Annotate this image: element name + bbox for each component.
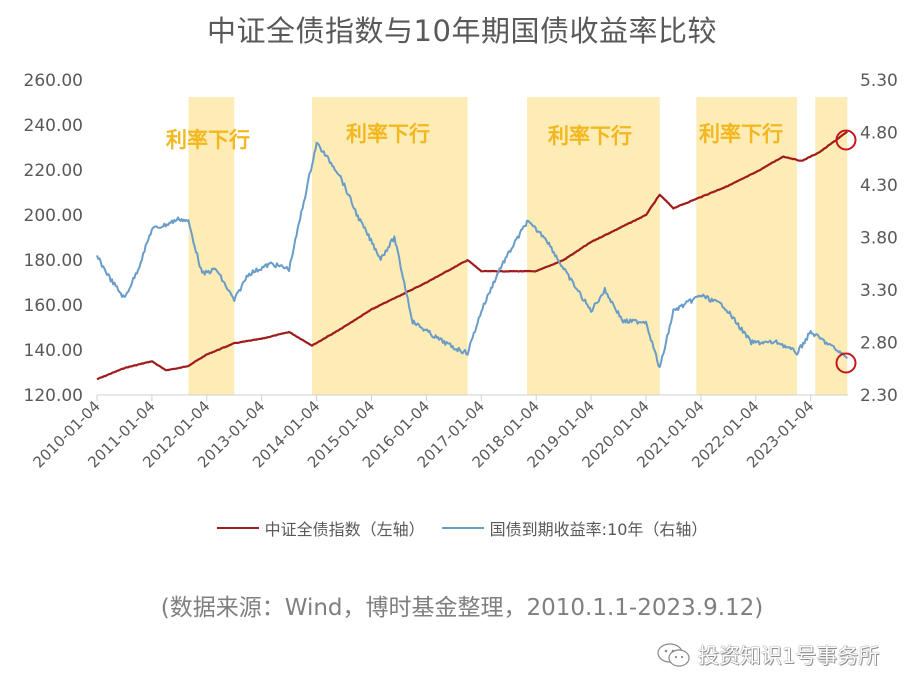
yield-10y-line <box>96 141 849 368</box>
band-labels: 利率下行 利率下行 利率下行 利率下行 <box>166 122 783 152</box>
band-label: 利率下行 <box>346 122 430 146</box>
y-right-tick: 2.80 <box>860 334 898 354</box>
y-left-tick: 200.00 <box>24 206 83 226</box>
y-right-tick: 3.30 <box>860 281 898 301</box>
chart-title: 中证全债指数与10年期国债收益率比较 <box>207 14 717 48</box>
legend-item-10y-yield: 国债到期收益率:10年（右轴） <box>441 516 708 540</box>
y-right-tick: 3.80 <box>860 229 898 249</box>
y-right-tick: 4.80 <box>860 124 898 144</box>
legend-label-10y-yield: 国债到期收益率:10年（右轴） <box>489 520 708 539</box>
y-left-tick: 140.00 <box>24 341 83 361</box>
shaded-period <box>696 97 797 395</box>
endpoint-circle-bond-index <box>835 129 857 151</box>
y-left-tick: 220.00 <box>24 161 83 181</box>
y-right-tick: 5.30 <box>860 71 898 91</box>
wechat-icon <box>657 643 690 667</box>
series-lines <box>96 130 849 381</box>
watermark-text: 投资知识1号事务所 <box>698 644 880 668</box>
legend-item-bond-index: 中证全债指数（左轴） <box>216 516 425 540</box>
y-left-tick: 180.00 <box>24 251 83 271</box>
bond-index-line <box>96 130 848 381</box>
y-left-tick: 120.00 <box>24 386 83 406</box>
legend-swatch-10y-yield <box>441 527 484 529</box>
y-left-tick: 240.00 <box>24 116 83 136</box>
shaded-periods <box>188 97 848 395</box>
legend-swatch-bond-index <box>216 527 259 529</box>
endpoint-markers <box>835 129 857 374</box>
source-note: (数据来源：Wind，博时基金整理，2010.1.1-2023.9.12) <box>160 595 764 621</box>
band-label: 利率下行 <box>166 128 250 152</box>
y-right-tick: 4.30 <box>860 176 898 196</box>
endpoint-circle-yield <box>835 352 857 374</box>
watermark: 投资知识1号事务所 <box>656 640 879 670</box>
y-left-tick: 260.00 <box>24 71 83 91</box>
y-left-tick: 160.00 <box>24 296 83 316</box>
band-label: 利率下行 <box>699 122 783 146</box>
band-label: 利率下行 <box>548 124 632 148</box>
legend: 中证全债指数（左轴） 国债到期收益率:10年（右轴） <box>0 514 924 540</box>
shaded-period <box>815 97 848 395</box>
legend-label-bond-index: 中证全债指数（左轴） <box>264 520 425 539</box>
y-right-tick: 2.30 <box>860 386 898 406</box>
